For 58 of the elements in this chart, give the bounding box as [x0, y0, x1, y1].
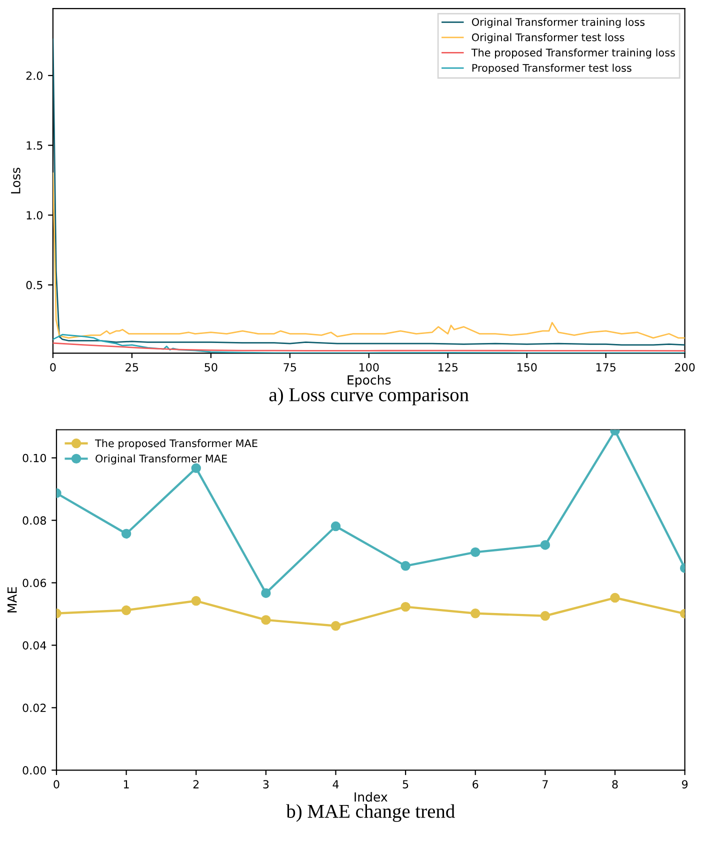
point	[470, 547, 480, 558]
x-tick-label: 9	[682, 780, 688, 788]
y-tick-label: 0.5	[26, 280, 42, 290]
x-tick-label: 0	[54, 780, 60, 788]
x-tick-label: 3	[263, 780, 269, 788]
legend-label: Original Transformer MAE	[96, 454, 227, 464]
line-series	[52, 342, 685, 352]
x-tick-label: 0	[50, 363, 56, 372]
point	[330, 521, 341, 532]
x-tick-label: 1	[124, 780, 129, 788]
point	[121, 605, 132, 616]
legend-label: Original Transformer test loss	[472, 33, 624, 44]
point	[610, 592, 620, 603]
y-tick-label: 0.08	[22, 516, 46, 525]
y-axis-title: MAE	[8, 587, 17, 612]
point	[540, 540, 550, 550]
x-tick-label: 175	[596, 363, 616, 372]
text: a) Loss curve comparison	[269, 388, 469, 406]
legend-label: Proposed Transformer test loss	[472, 64, 632, 74]
point	[400, 602, 410, 612]
y-tick-label: 1.0	[26, 211, 42, 220]
x-axis-title: Index	[354, 792, 388, 802]
y-tick-label: 0.00	[22, 766, 46, 775]
x-tick-label: 125	[438, 363, 458, 372]
x-tick-label: 2	[193, 780, 199, 788]
point	[261, 615, 271, 625]
legend-label: The proposed Transformer training loss	[471, 48, 675, 59]
x-tick-label: 50	[204, 363, 218, 372]
y-axis-title: Loss	[11, 168, 20, 194]
y-tick-label: 0.06	[22, 578, 46, 588]
point	[261, 588, 271, 598]
x-tick-label: 75	[284, 363, 296, 372]
x-tick-label: 100	[360, 363, 379, 372]
y-tick-label: 0.10	[22, 454, 46, 462]
x-tick-label: 200	[675, 363, 695, 372]
y-tick-label: 0.02	[22, 704, 46, 712]
y-tick-label: 1.5	[26, 141, 42, 150]
x-axis-title: Epochs	[348, 375, 391, 388]
point	[470, 608, 480, 618]
y-tick-label: 2.0	[26, 71, 42, 80]
legend-label: The proposed Transformer MAE	[94, 439, 258, 450]
point	[191, 596, 201, 606]
x-tick-label: 7	[542, 780, 548, 788]
text: b) MAE change trend	[286, 804, 455, 822]
x-tick-label: 5	[402, 780, 408, 788]
y-tick-label: 0.04	[22, 641, 46, 650]
x-tick-label: 6	[472, 780, 478, 788]
x-tick-label: 8	[612, 780, 618, 788]
legend-label: Original Transformer training loss	[472, 18, 645, 28]
x-tick-label: 25	[126, 363, 138, 372]
point	[121, 528, 132, 539]
line-series	[52, 172, 685, 339]
point	[540, 611, 550, 621]
x-tick-label: 4	[332, 780, 339, 788]
point	[330, 621, 341, 631]
x-tick-label: 150	[517, 363, 537, 372]
point	[400, 561, 410, 571]
point	[191, 463, 201, 474]
